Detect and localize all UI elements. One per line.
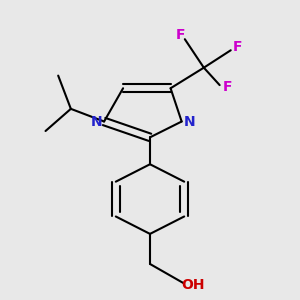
Text: F: F	[232, 40, 242, 54]
Text: OH: OH	[181, 278, 205, 292]
Text: N: N	[184, 115, 195, 128]
Text: F: F	[175, 28, 185, 42]
Text: N: N	[90, 115, 102, 128]
Text: F: F	[223, 80, 232, 94]
